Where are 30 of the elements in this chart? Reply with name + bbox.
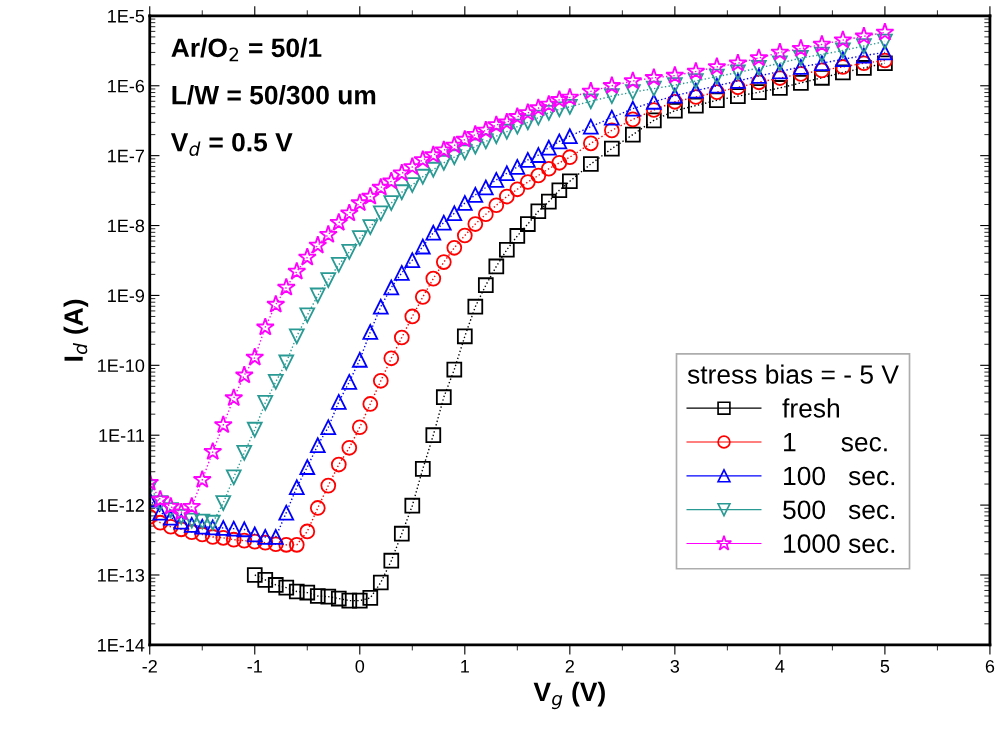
x-tick-label: 6 (985, 659, 995, 673)
x-tick-label: 3 (670, 659, 680, 673)
y-tick-label: 1E-9 (108, 289, 145, 303)
y-axis-title: I$_{d}$ (A) (63, 299, 89, 361)
y-tick-label: 1E-13 (98, 568, 145, 582)
annotation: V$_{d}$ = 0.5 V (170, 132, 293, 156)
legend-label: fresh (782, 398, 839, 418)
y-tick-label: 1E-12 (98, 499, 144, 512)
x-axis-title: V$_{g}$ (V) (533, 681, 605, 710)
y-tick-label: 1E-6 (108, 79, 145, 93)
x-tick-label: 2 (565, 659, 574, 673)
legend-label: 1000 sec. (784, 534, 895, 553)
legend-label: 1 sec. (784, 433, 887, 452)
y-tick-label: 1E-8 (108, 219, 145, 233)
y-tick-label: 1E-11 (99, 429, 145, 442)
x-tick-label: 1 (461, 660, 469, 673)
x-tick-label: 4 (775, 660, 785, 673)
legend-label: 500 sec. (783, 500, 895, 520)
x-tick-label: 0 (355, 659, 365, 673)
x-tick-label: -2 (142, 659, 157, 673)
y-tick-label: 1E-5 (108, 10, 145, 23)
y-tick-label: 1E-14 (98, 638, 145, 652)
x-tick-label: 5 (880, 660, 890, 673)
y-tick-label: 1E-10 (98, 359, 145, 373)
annotation: Ar/O$_{2}$ = 50/1 (171, 37, 322, 62)
legend-label: 100 sec. (784, 466, 895, 486)
y-tick-label: 1E-7 (108, 149, 144, 163)
legend-title: stress bias = - 5 V (687, 364, 899, 384)
x-tick-label: -1 (247, 660, 262, 673)
annotation: L/W = 50/300 um (172, 85, 376, 105)
